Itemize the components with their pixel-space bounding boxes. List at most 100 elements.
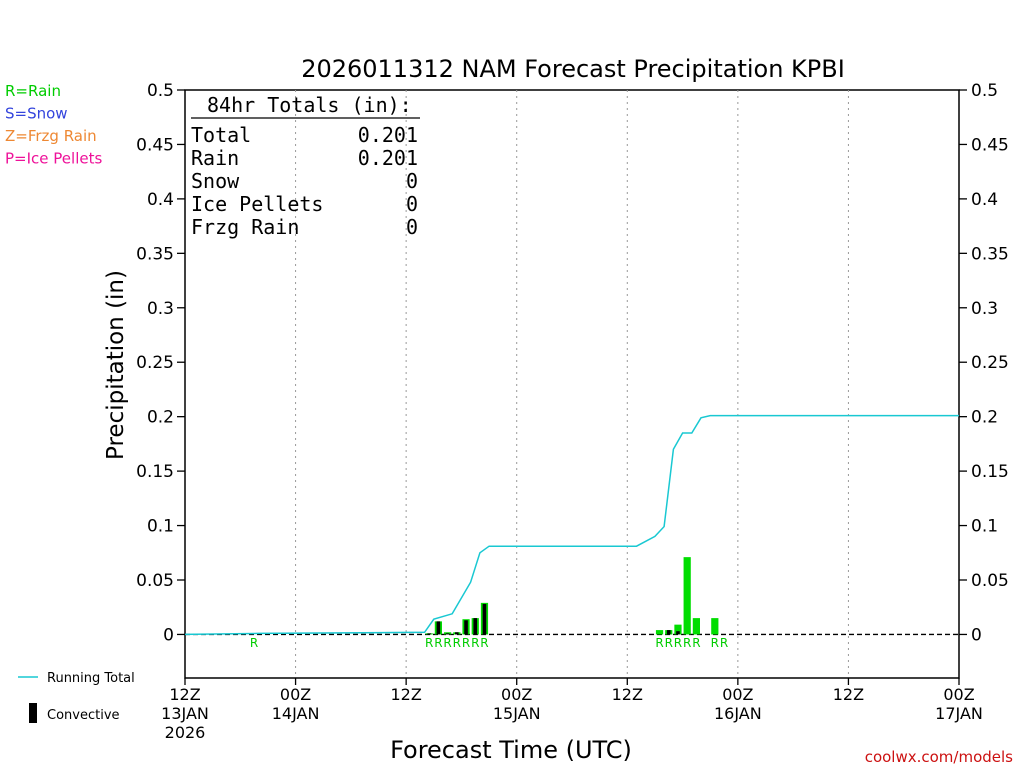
precip-bars <box>425 557 719 635</box>
x-tick-time: 12Z <box>390 685 421 704</box>
running-total-series <box>184 414 959 636</box>
y-tick-label-left: 0.5 <box>147 81 174 101</box>
totals-value: 0 <box>406 169 418 193</box>
x-axis-label: Forecast Time (UTC) <box>390 736 632 764</box>
y-tick-label-right: 0.15 <box>971 462 1009 482</box>
ptype-marker: R <box>683 636 691 650</box>
precip-bar <box>692 618 700 635</box>
y-axis-label: Precipitation (in) <box>103 270 129 460</box>
y-tick-label-right: 0.05 <box>971 571 1009 591</box>
totals-box: 84hr Totals (in): Total 0.201 Rain 0.201 Sno… <box>191 93 420 239</box>
x-tick-date: 13JAN <box>161 704 209 723</box>
totals-value: 0.201 <box>358 146 418 170</box>
totals-label: Total <box>191 123 251 147</box>
y-tick-label-right: 0.4 <box>971 190 998 210</box>
y-tick-label-right: 0.25 <box>971 353 1009 373</box>
x-tick-time: 00Z <box>943 685 974 704</box>
ptype-marker: R <box>480 636 488 650</box>
y-tick-label-left: 0.4 <box>147 190 174 210</box>
ptype-marker: R <box>425 636 433 650</box>
y-tick-label-left: 0.35 <box>136 244 174 264</box>
y-tick-label-right: 0.5 <box>971 81 998 101</box>
y-tick-label-right: 0.35 <box>971 244 1009 264</box>
ptype-marker: R <box>692 636 700 650</box>
precip-bar <box>674 624 682 635</box>
y-tick-label-left: 0.45 <box>136 135 174 155</box>
y-tick-label-right: 0.3 <box>971 299 998 319</box>
totals-value: 0.201 <box>358 123 418 147</box>
x-tick-date: 16JAN <box>714 704 762 723</box>
running-total-line <box>184 414 959 636</box>
ptype-marker: R <box>453 636 461 650</box>
vertical-gridlines <box>295 90 849 678</box>
y-tick-label-right: 0 <box>971 625 982 645</box>
y-tick-label-left: 0.05 <box>136 571 174 591</box>
y-tick-label-left: 0.15 <box>136 462 174 482</box>
ptype-marker: R <box>250 636 258 650</box>
convective-legend-label: Convective <box>47 708 120 723</box>
type-legend-item: S=Snow <box>5 105 68 123</box>
x-tick-time: 12Z <box>612 685 643 704</box>
totals-rows: Total 0.201 Rain 0.201 Snow 0 Ice Pellets 0 Frzg… <box>191 123 418 239</box>
totals-label: Rain <box>191 146 239 170</box>
type-legend-item: Z=Frzg Rain <box>5 127 97 145</box>
y-tick-label-right: 0.2 <box>971 408 998 428</box>
ptype-marker: R <box>674 636 682 650</box>
precip-type-legend: R=Rain S=Snow Z=Frzg Rain P=Ice Pellets <box>5 82 102 168</box>
ptype-marker: R <box>655 636 663 650</box>
totals-value: 0 <box>406 192 418 216</box>
y-tick-label-left: 0.1 <box>147 517 174 537</box>
y-tick-label-left: 0.25 <box>136 353 174 373</box>
chart-title: 2026011312 NAM Forecast Precipitation KP… <box>301 55 845 83</box>
convective-bar <box>427 633 431 635</box>
x-tick-time: 12Z <box>169 685 200 704</box>
ptype-marker: R <box>462 636 470 650</box>
convective-bar <box>676 631 680 635</box>
ptype-marker: R <box>711 636 719 650</box>
totals-title: 84hr Totals (in): <box>207 93 412 117</box>
y-tick-label-left: 0.3 <box>147 299 174 319</box>
convective-bar <box>445 633 450 635</box>
running-total-legend-label: Running Total <box>47 671 135 686</box>
y-tick-label-right: 0.1 <box>971 517 998 537</box>
ptype-marker: R <box>434 636 442 650</box>
convective-bar <box>455 632 459 635</box>
convective-bar <box>464 620 468 635</box>
y-axis-ticks: 0 00.05 0.050.1 0.10.15 0.150.2 0.20.25 0.250.… <box>136 81 1009 645</box>
x-tick-date: 15JAN <box>493 704 541 723</box>
convective-bar <box>436 621 441 635</box>
precip-bar <box>683 557 691 635</box>
y-tick-label-left: 0.2 <box>147 408 174 428</box>
type-legend-item: P=Ice Pellets <box>5 150 102 168</box>
x-tick-year: 2026 <box>165 723 206 742</box>
totals-label: Ice Pellets <box>191 192 323 216</box>
x-tick-time: 00Z <box>722 685 753 704</box>
totals-label: Snow <box>191 169 240 193</box>
precip-bar <box>655 630 664 635</box>
convective-bar <box>473 618 478 635</box>
convective-bar <box>666 630 671 635</box>
ptype-marker: R <box>471 636 479 650</box>
credit-text: coolwx.com/models <box>865 748 1013 766</box>
x-tick-time: 12Z <box>833 685 864 704</box>
x-tick-time: 00Z <box>501 685 532 704</box>
ptype-marker: R <box>443 636 451 650</box>
series-legend: Running Total Convective <box>18 671 135 723</box>
convective-bar <box>482 603 487 635</box>
y-tick-label-left: 0 <box>163 625 174 645</box>
totals-label: Frzg Rain <box>191 215 299 239</box>
ptype-marker: R <box>665 636 673 650</box>
ptype-marker: R <box>720 636 728 650</box>
type-legend-item: R=Rain <box>5 82 61 100</box>
convective-legend-swatch <box>29 703 37 723</box>
totals-value: 0 <box>406 215 418 239</box>
x-tick-time: 00Z <box>280 685 311 704</box>
plot-frame <box>184 89 960 679</box>
x-tick-date: 14JAN <box>272 704 320 723</box>
precip-bar <box>711 618 719 635</box>
y-tick-label-right: 0.45 <box>971 135 1009 155</box>
x-tick-date: 17JAN <box>935 704 983 723</box>
